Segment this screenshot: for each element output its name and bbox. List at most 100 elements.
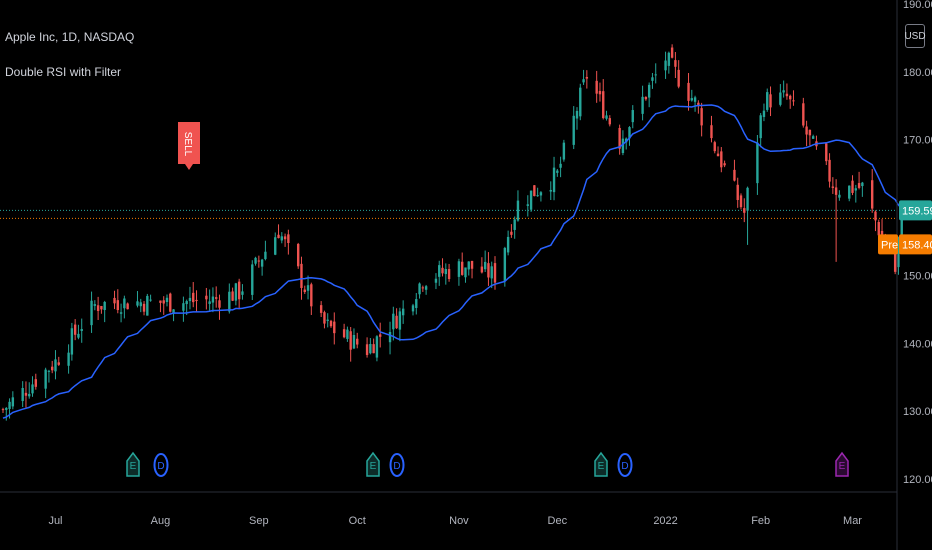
candle[interactable] <box>434 273 438 290</box>
candle[interactable] <box>549 181 552 201</box>
candle[interactable] <box>480 257 484 274</box>
candle[interactable] <box>605 110 608 121</box>
candle[interactable] <box>674 52 677 79</box>
candle[interactable] <box>369 337 372 355</box>
candle[interactable] <box>510 224 513 238</box>
candle[interactable] <box>54 350 57 380</box>
candle[interactable] <box>96 296 100 320</box>
candle[interactable] <box>723 160 726 168</box>
candle[interactable] <box>260 258 264 276</box>
candle[interactable] <box>834 179 838 262</box>
candle[interactable] <box>641 85 644 121</box>
candle[interactable] <box>51 360 54 374</box>
premarket-price-tag[interactable]: Pre 158.40 <box>878 234 932 255</box>
candle[interactable] <box>733 159 736 182</box>
candle[interactable] <box>811 134 815 140</box>
candle[interactable] <box>825 142 828 166</box>
candle[interactable] <box>857 171 861 190</box>
candle[interactable] <box>828 153 831 188</box>
candle[interactable] <box>283 233 287 247</box>
candle[interactable] <box>329 319 333 328</box>
candle[interactable] <box>149 294 152 302</box>
candle[interactable] <box>572 106 575 150</box>
candle[interactable] <box>70 322 74 361</box>
candle[interactable] <box>415 293 418 315</box>
dividend-event-icon[interactable]: D <box>389 453 405 477</box>
candle[interactable] <box>831 177 835 194</box>
candle[interactable] <box>513 216 516 239</box>
candle[interactable] <box>34 373 37 390</box>
candle[interactable] <box>44 367 47 399</box>
candle[interactable] <box>379 322 382 348</box>
candle[interactable] <box>215 286 218 308</box>
candle[interactable] <box>303 285 306 294</box>
candle[interactable] <box>785 83 789 100</box>
candle[interactable] <box>93 300 97 311</box>
candle[interactable] <box>172 309 175 322</box>
dividend-event-icon[interactable]: D <box>153 453 169 477</box>
candle[interactable] <box>113 290 116 310</box>
candle[interactable] <box>146 293 149 316</box>
candle[interactable] <box>274 232 277 256</box>
candle[interactable] <box>208 289 211 311</box>
earnings-upcoming-event-icon[interactable]: E <box>835 451 849 477</box>
candle[interactable] <box>677 60 680 89</box>
candle[interactable] <box>848 185 851 202</box>
candle[interactable] <box>67 344 70 374</box>
candle[interactable] <box>585 70 589 89</box>
candle[interactable] <box>762 103 766 122</box>
candle[interactable] <box>490 261 493 289</box>
candle[interactable] <box>218 294 221 320</box>
candle[interactable] <box>644 96 648 101</box>
candle[interactable] <box>779 84 782 107</box>
candle[interactable] <box>526 195 529 217</box>
candle[interactable] <box>388 321 392 355</box>
candle[interactable] <box>461 252 464 276</box>
candle[interactable] <box>503 246 507 287</box>
candle[interactable] <box>516 190 520 222</box>
candle[interactable] <box>464 267 467 283</box>
candle[interactable] <box>392 306 395 341</box>
last-price-tag[interactable]: 159.59 <box>899 200 932 221</box>
candle[interactable] <box>28 382 31 399</box>
candle[interactable] <box>670 44 674 59</box>
candle[interactable] <box>333 312 336 345</box>
candle[interactable] <box>310 282 313 315</box>
candle[interactable] <box>720 147 723 173</box>
candle[interactable] <box>687 73 690 111</box>
candle[interactable] <box>664 51 667 79</box>
candle[interactable] <box>264 240 267 261</box>
candle[interactable] <box>116 289 119 314</box>
candle[interactable] <box>693 95 697 112</box>
candle[interactable] <box>21 381 24 407</box>
candle[interactable] <box>562 139 566 162</box>
candle[interactable] <box>142 301 146 316</box>
candle[interactable] <box>802 97 805 128</box>
candle[interactable] <box>506 230 510 256</box>
candle[interactable] <box>438 260 441 286</box>
candle[interactable] <box>182 296 185 322</box>
candle[interactable] <box>805 120 808 147</box>
candle[interactable] <box>342 323 346 339</box>
candle[interactable] <box>552 156 556 201</box>
candle[interactable] <box>536 187 539 197</box>
candle[interactable] <box>447 263 451 282</box>
candle[interactable] <box>792 90 795 106</box>
candle[interactable] <box>24 381 28 408</box>
candle[interactable] <box>103 300 106 323</box>
candle[interactable] <box>326 313 329 328</box>
candle[interactable] <box>608 115 611 127</box>
candle[interactable] <box>743 198 746 223</box>
candle[interactable] <box>575 107 579 130</box>
candle[interactable] <box>651 72 654 89</box>
candle[interactable] <box>100 305 103 314</box>
candle[interactable] <box>808 129 812 146</box>
candle[interactable] <box>424 284 428 295</box>
candle[interactable] <box>169 292 172 313</box>
candle[interactable] <box>539 191 543 202</box>
candle[interactable] <box>871 169 874 213</box>
candle[interactable] <box>861 181 864 197</box>
candle[interactable] <box>789 94 792 109</box>
earnings-event-icon[interactable]: E <box>126 451 140 477</box>
